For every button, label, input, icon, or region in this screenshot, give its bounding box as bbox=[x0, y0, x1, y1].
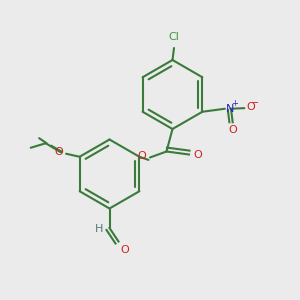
Text: H: H bbox=[94, 224, 103, 235]
Text: +: + bbox=[232, 100, 238, 109]
Text: O: O bbox=[228, 125, 237, 135]
Text: Cl: Cl bbox=[169, 32, 179, 42]
Text: N: N bbox=[226, 104, 234, 114]
Text: −: − bbox=[251, 98, 259, 108]
Text: O: O bbox=[246, 102, 255, 112]
Text: O: O bbox=[138, 151, 146, 161]
Text: O: O bbox=[120, 245, 129, 255]
Text: O: O bbox=[194, 149, 202, 160]
Text: O: O bbox=[54, 147, 63, 157]
